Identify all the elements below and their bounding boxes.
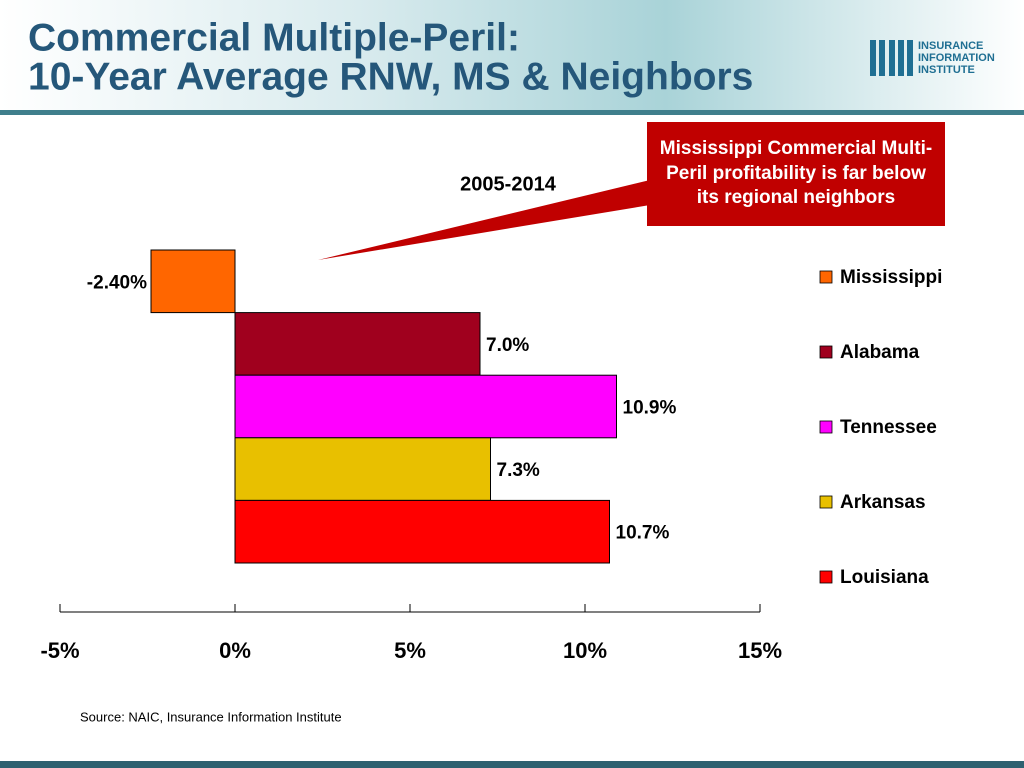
x-tick-label: 5% (394, 638, 426, 663)
legend-label: Alabama (840, 342, 920, 363)
title: 10-Year Average RNW, MS & Neighbors (28, 55, 753, 98)
bar (234, 374, 617, 439)
legend-label: Arkansas (840, 492, 926, 513)
source: Source: NAIC, Insurance Information Inst… (80, 709, 342, 724)
legend-label: Louisiana (840, 567, 929, 588)
legend-swatch (819, 420, 833, 434)
bar (234, 499, 610, 564)
chart-subtitle: 2005-2014 (460, 173, 557, 195)
value-label: 7.0% (486, 335, 529, 356)
value-label: -2.40% (87, 272, 147, 293)
callout-pointer (318, 180, 650, 260)
callout-box (647, 122, 945, 226)
legend-label: Tennessee (840, 417, 937, 438)
title: Commercial Multiple-Peril: (28, 16, 520, 59)
logo-icon (870, 40, 913, 76)
legend-swatch (819, 570, 833, 584)
legend-swatch (819, 345, 833, 359)
x-tick-label: -5% (40, 638, 79, 663)
x-tick-label: 15% (738, 638, 782, 663)
value-label: 10.7% (616, 523, 670, 544)
logo-text: INFORMATION (918, 52, 995, 64)
bar (234, 437, 491, 501)
bar (150, 249, 236, 314)
logo-text: INSURANCE (918, 40, 983, 52)
bar (234, 312, 481, 376)
x-tick-label: 0% (219, 638, 251, 663)
value-label: 10.9% (623, 398, 677, 419)
legend-label: Mississippi (840, 267, 942, 288)
value-label: 7.3% (497, 460, 540, 481)
header-rule (0, 110, 1024, 115)
logo-text: INSTITUTE (918, 64, 975, 76)
annotation: Mississippi Commercial Multi-Peril profi… (659, 138, 933, 209)
legend-swatch (819, 270, 833, 284)
footer-bar (0, 761, 1024, 768)
x-tick-label: 10% (563, 638, 607, 663)
header-bg (0, 0, 1024, 110)
legend-swatch (819, 495, 833, 509)
